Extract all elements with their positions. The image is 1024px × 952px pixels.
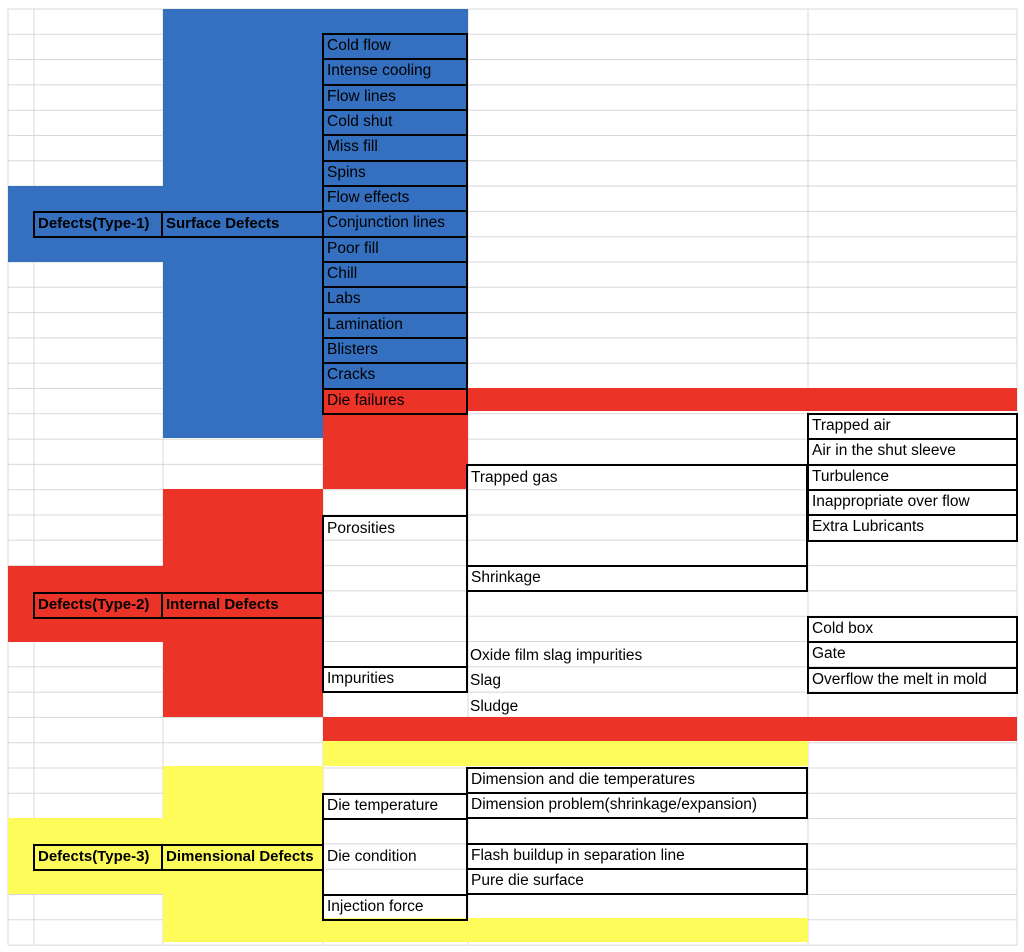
surface-defect-item: Intense cooling: [322, 58, 468, 85]
sludge-label: Sludge: [467, 696, 521, 717]
surface-defect-item: Spins: [322, 160, 468, 187]
type2-top-band: [468, 388, 1017, 411]
surface-defect-item: Cold shut: [322, 109, 468, 136]
surface-defect-item: Flow lines: [322, 84, 468, 111]
type3-category-label: Dimensional Defects: [161, 844, 324, 871]
type1-category-label: Surface Defects: [161, 211, 324, 238]
die-condition-effect-2: Pure die surface: [466, 868, 808, 895]
trapped-gas-cause-item: Trapped air: [807, 413, 1018, 440]
impurity-cause-item: Gate: [807, 641, 1018, 668]
die-temp-effect-1: Dimension and die temperatures: [466, 767, 808, 794]
type1-root-label: Defects(Type-1): [33, 211, 163, 238]
type3-top-band: [323, 741, 808, 766]
trapped-gas-cause-item: Turbulence: [807, 464, 1018, 491]
porosities-label: Porosities: [327, 518, 395, 539]
type2-category-label: Internal Defects: [161, 592, 324, 619]
die-condition-label: Die condition: [327, 846, 417, 867]
surface-defect-item: Cracks: [322, 362, 468, 389]
surface-defect-item: Flow effects: [322, 185, 468, 212]
surface-defect-item: Cold flow: [322, 33, 468, 60]
type3-bottom-band: [323, 918, 808, 942]
type2-root-label: Defects(Type-2): [33, 592, 163, 619]
trapped-gas-cause-item: Extra Lubricants: [807, 514, 1018, 541]
surface-defect-item: Poor fill: [322, 236, 468, 263]
trapped-gas-label: Trapped gas: [471, 467, 557, 488]
die-temp-effect-2: Dimension problem(shrinkage/expansion): [466, 792, 808, 819]
surface-defect-item: Die failures: [322, 388, 468, 415]
die-condition-effect-1: Flash buildup in separation line: [466, 843, 808, 870]
trapped-gas-box: Trapped gas: [466, 464, 808, 567]
impurities-box: Impurities: [322, 666, 468, 693]
trapped-gas-cause-item: Inappropriate over flow: [807, 489, 1018, 516]
oxide-film-label: Oxide film slag impurities: [467, 645, 645, 666]
surface-defect-item: Lamination: [322, 312, 468, 339]
shrinkage-box: Shrinkage: [466, 565, 808, 592]
impurity-cause-item: Cold box: [807, 616, 1018, 643]
surface-defect-item: Blisters: [322, 337, 468, 364]
injection-force-box: Injection force: [322, 894, 468, 921]
type3-root-label: Defects(Type-3): [33, 844, 163, 871]
trapped-gas-cause-item: Air in the shut sleeve: [807, 438, 1018, 465]
surface-defect-item: Conjunction lines: [322, 210, 468, 237]
surface-defect-item: Labs: [322, 286, 468, 313]
slag-label: Slag: [467, 670, 504, 691]
surface-defect-item: Chill: [322, 261, 468, 288]
type2-bottom-band: [323, 717, 1017, 741]
impurity-cause-item: Overflow the melt in mold: [807, 667, 1018, 694]
die-temperature-label: Die temperature: [327, 797, 438, 814]
die-temperature-box: Die temperature: [322, 793, 468, 820]
impurities-label: Impurities: [327, 670, 394, 687]
shrinkage-label: Shrinkage: [471, 569, 541, 586]
surface-defect-item: Miss fill: [322, 134, 468, 161]
injection-force-label: Injection force: [327, 898, 424, 915]
die-condition-box: Die condition: [322, 818, 468, 896]
porosities-box: Porosities: [322, 515, 468, 668]
